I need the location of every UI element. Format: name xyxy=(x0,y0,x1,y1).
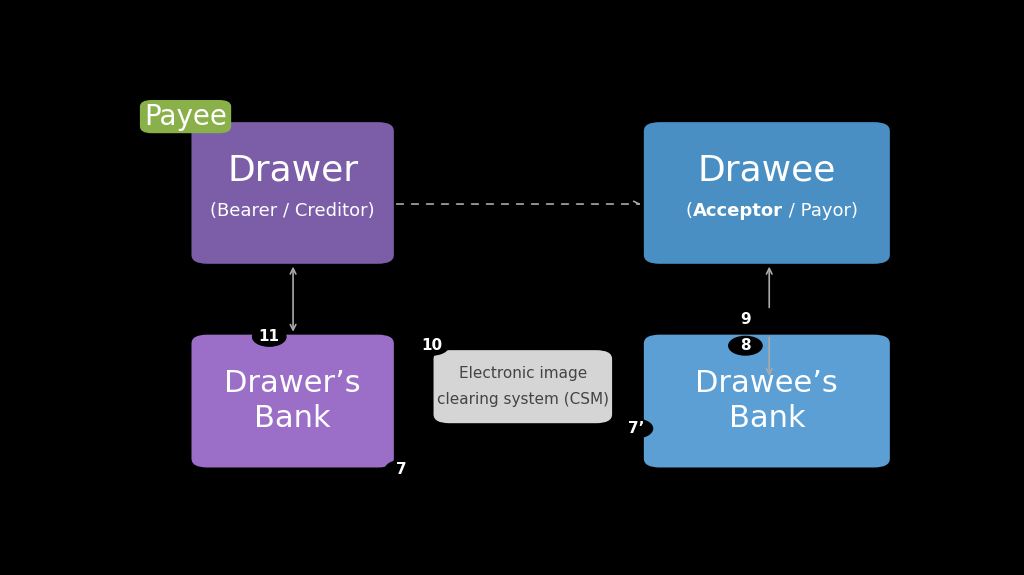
Text: / Payor): / Payor) xyxy=(783,202,858,220)
Text: (Bearer / Creditor): (Bearer / Creditor) xyxy=(210,202,375,220)
Circle shape xyxy=(620,419,652,438)
Text: Drawee’s: Drawee’s xyxy=(695,369,839,398)
Text: clearing system (CSM): clearing system (CSM) xyxy=(437,393,609,408)
Text: Electronic image: Electronic image xyxy=(459,366,587,381)
Circle shape xyxy=(729,310,762,328)
FancyBboxPatch shape xyxy=(644,335,890,467)
FancyBboxPatch shape xyxy=(140,100,231,133)
Text: Bank: Bank xyxy=(254,404,331,434)
Text: (: ( xyxy=(686,202,693,220)
Circle shape xyxy=(385,461,419,479)
Text: (Acceptor / Payor): (Acceptor / Payor) xyxy=(686,202,848,220)
Text: Drawer’s: Drawer’s xyxy=(224,369,361,398)
Text: 11: 11 xyxy=(259,329,280,344)
Text: Drawer: Drawer xyxy=(227,154,358,188)
Text: 9: 9 xyxy=(740,312,751,327)
Text: Drawee: Drawee xyxy=(697,154,836,188)
Circle shape xyxy=(253,328,286,346)
Text: Payee: Payee xyxy=(144,102,227,131)
Text: Acceptor: Acceptor xyxy=(693,202,783,220)
FancyBboxPatch shape xyxy=(644,122,890,264)
Text: Bank: Bank xyxy=(728,404,805,434)
FancyBboxPatch shape xyxy=(191,335,394,467)
Text: 8: 8 xyxy=(740,338,751,353)
Text: 10: 10 xyxy=(422,338,442,353)
FancyBboxPatch shape xyxy=(191,122,394,264)
Text: Acceptor: Acceptor xyxy=(128,503,218,521)
Text: 7’: 7’ xyxy=(628,421,644,436)
Circle shape xyxy=(729,336,762,355)
Text: (: ( xyxy=(128,503,135,521)
Text: 7: 7 xyxy=(396,462,408,477)
FancyBboxPatch shape xyxy=(433,350,612,423)
Circle shape xyxy=(416,336,449,355)
